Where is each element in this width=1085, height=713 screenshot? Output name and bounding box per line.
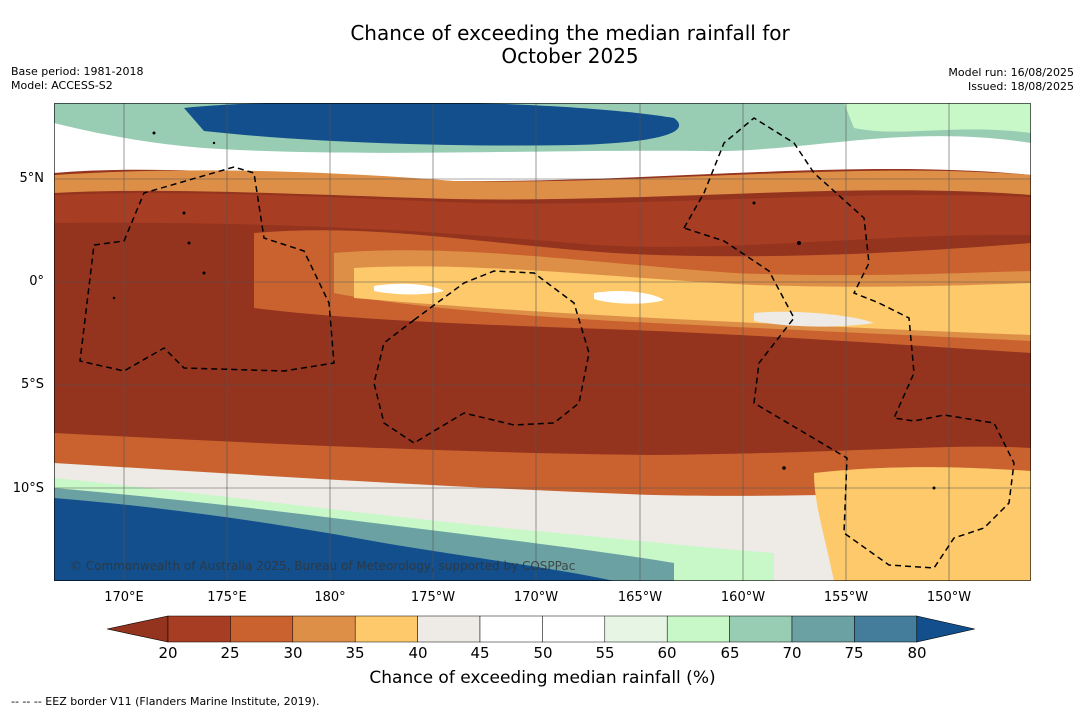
cbar-segment: [791, 615, 855, 643]
cbar-under-arrow: [106, 615, 169, 643]
lat-label-5s: 5°S: [20, 377, 44, 392]
title-line-2: October 2025: [501, 44, 639, 68]
lon-label-150w: 150°W: [926, 590, 972, 605]
lon-label-170e: 170°E: [104, 590, 144, 605]
issued-date: Issued: 18/08/2025: [967, 80, 1074, 93]
patch-eq-white-1: [594, 290, 664, 304]
band-north-orange: [54, 170, 1031, 200]
cbar-tick: 80: [907, 644, 927, 662]
band-south-yellow: [814, 467, 1031, 581]
cbar-tick: 25: [220, 644, 240, 662]
islands: [112, 131, 936, 490]
base-period: Base period: 1981-2018: [11, 65, 144, 78]
cbar-tick: 70: [782, 644, 802, 662]
meta-left: Base period: 1981-2018 Model: ACCESS-S2: [11, 65, 143, 93]
model-name: Model: ACCESS-S2: [11, 79, 113, 92]
cbar-tick: 50: [533, 644, 553, 662]
lat-label-5n: 5°N: [19, 171, 45, 186]
lon-label-175e: 175°E: [207, 590, 247, 605]
lon-label-155w: 155°W: [823, 590, 869, 605]
cbar-tick: 65: [720, 644, 740, 662]
band-north-lightgreen: [844, 103, 1031, 133]
patch-eq-white-2: [754, 311, 874, 327]
cbar-segment: [729, 615, 793, 643]
chart-title: Chance of exceeding the median rainfall …: [0, 22, 1085, 68]
lon-label-180: 180°: [314, 590, 346, 605]
cbar-tick: 55: [595, 644, 615, 662]
cbar-segment: [354, 615, 418, 643]
band-north-blue: [184, 103, 680, 146]
graticule: [54, 103, 1031, 581]
eez-legend-note: -- -- -- EEZ border V11 (Flanders Marine…: [11, 695, 320, 708]
band-eq-yellow: [354, 266, 1031, 335]
title-line-1: Chance of exceeding the median rainfall …: [350, 21, 790, 45]
lon-label-165w: 165°W: [617, 590, 663, 605]
cbar-segment: [167, 615, 231, 643]
band-north-dry: [54, 193, 1031, 247]
cbar-tick: 60: [657, 644, 677, 662]
colorbar-label: Chance of exceeding median rainfall (%): [369, 668, 716, 688]
meta-right: Model run: 16/08/2025 Issued: 18/08/2025: [948, 66, 1074, 94]
cbar-tick: 35: [345, 644, 365, 662]
cbar-over-arrow: [916, 615, 975, 643]
lat-label-10s: 10°S: [12, 481, 44, 496]
cbar-tick: 45: [470, 644, 490, 662]
cbar-segment: [604, 615, 668, 643]
cbar-tick: 30: [283, 644, 303, 662]
band-south-blue: [54, 498, 614, 581]
cbar-segment: [230, 615, 294, 643]
lon-label-175w: 175°W: [410, 590, 456, 605]
cbar-segment: [666, 615, 730, 643]
cbar-segment: [542, 615, 606, 643]
map-frame: [54, 103, 1031, 581]
model-run: Model run: 16/08/2025: [948, 66, 1074, 79]
cbar-segment: [854, 615, 918, 643]
patch-eq-white-3: [374, 283, 444, 295]
cbar-segment: [292, 615, 356, 643]
cbar-tick: 20: [158, 644, 178, 662]
colorbar: [106, 615, 975, 643]
cbar-tick: 75: [844, 644, 864, 662]
cbar-tick: 40: [408, 644, 428, 662]
lat-label-0: 0°: [29, 274, 44, 289]
eez-borders: [79, 117, 1015, 569]
cbar-segment: [417, 615, 481, 643]
lon-label-160w: 160°W: [720, 590, 766, 605]
rainfall-map: [54, 103, 1031, 581]
cbar-segment: [479, 615, 543, 643]
copyright-notice: © Commonwealth of Australia 2025, Bureau…: [70, 559, 576, 573]
lon-label-170w: 170°W: [513, 590, 559, 605]
